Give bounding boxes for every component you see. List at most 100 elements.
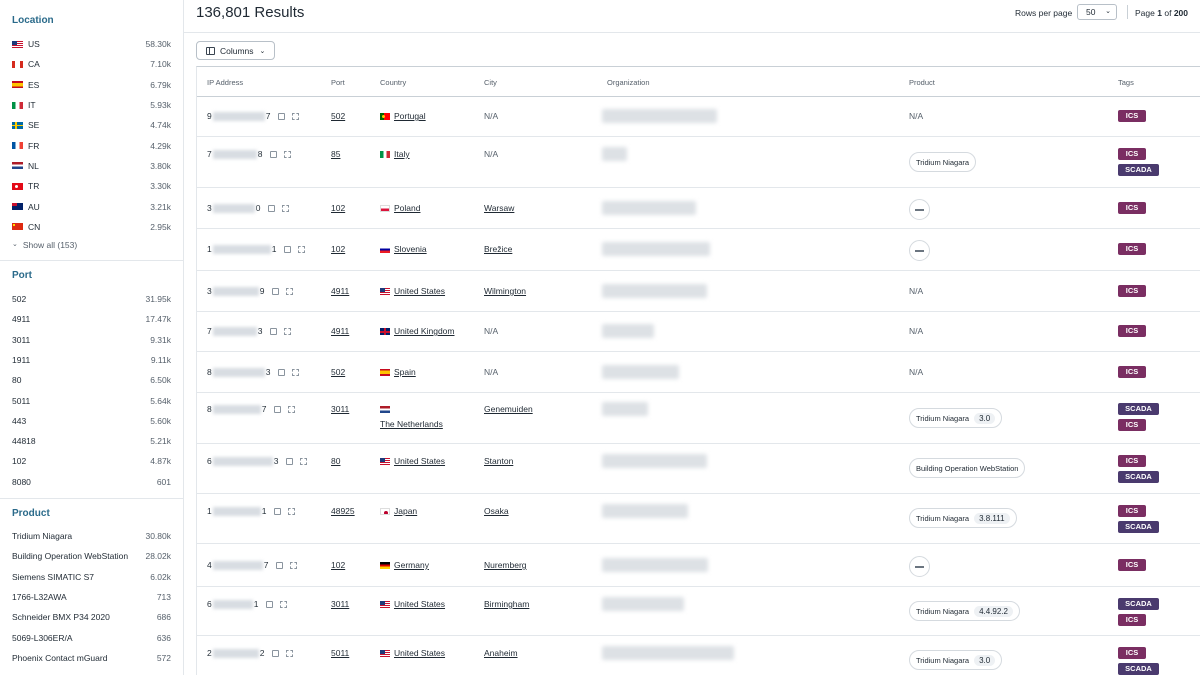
tag-badge-scada[interactable]: SCADA <box>1118 471 1159 483</box>
copy-icon[interactable] <box>284 245 292 253</box>
copy-icon[interactable] <box>276 561 284 569</box>
show-all-locations-button[interactable]: ⌄ Show all (153) <box>12 238 171 252</box>
copy-icon[interactable] <box>274 405 282 413</box>
country-link[interactable]: Italy <box>394 149 410 159</box>
expand-icon[interactable] <box>298 245 306 253</box>
facet-item[interactable]: CA 7.10k <box>12 54 171 74</box>
port-link[interactable]: 4911 <box>331 286 350 296</box>
country-link[interactable]: Slovenia <box>394 244 427 254</box>
facet-item[interactable]: CN 2.95k <box>12 217 171 237</box>
column-header-organization[interactable]: Organization <box>607 78 650 87</box>
port-link[interactable]: 502 <box>331 111 346 121</box>
port-link[interactable]: 3011 <box>331 599 350 609</box>
tag-badge-ics[interactable]: ICS <box>1118 325 1146 337</box>
country-link[interactable]: Germany <box>394 560 429 570</box>
country-link[interactable]: The Netherlands <box>380 419 443 429</box>
product-pill[interactable]: Tridium Niagara 4.4.92.2 <box>909 601 1020 621</box>
copy-icon[interactable] <box>266 600 274 608</box>
tag-badge-scada[interactable]: SCADA <box>1118 521 1159 533</box>
port-link[interactable]: 48925 <box>331 506 355 516</box>
tag-badge-ics[interactable]: ICS <box>1118 647 1146 659</box>
port-link[interactable]: 85 <box>331 149 341 159</box>
tag-badge-ics[interactable]: ICS <box>1118 110 1146 122</box>
expand-icon[interactable] <box>292 112 300 120</box>
city-link[interactable]: Warsaw <box>484 203 515 213</box>
copy-icon[interactable] <box>272 287 280 295</box>
facet-item[interactable]: Building Operation WebStation 28.02k <box>12 546 171 566</box>
facet-item[interactable]: 8080 601 <box>12 472 171 492</box>
columns-button[interactable]: Columns ⌄ <box>196 41 275 60</box>
expand-icon[interactable] <box>280 600 288 608</box>
city-link[interactable]: Birmingham <box>484 599 530 609</box>
tag-badge-ics[interactable]: ICS <box>1118 614 1146 626</box>
product-pill[interactable]: Building Operation WebStation <box>909 458 1026 478</box>
product-pill[interactable]: Tridium Niagara 3.8.111 <box>909 508 1017 528</box>
copy-icon[interactable] <box>272 649 280 657</box>
country-link[interactable]: United States <box>394 456 446 466</box>
expand-icon[interactable] <box>288 405 296 413</box>
expand-icon[interactable] <box>282 204 290 212</box>
expand-icon[interactable] <box>284 327 292 335</box>
tag-badge-scada[interactable]: SCADA <box>1118 663 1159 675</box>
facet-item[interactable]: 5011 5.64k <box>12 390 171 410</box>
facet-item[interactable]: 4911 17.47k <box>12 309 171 329</box>
tag-badge-ics[interactable]: ICS <box>1118 243 1146 255</box>
copy-icon[interactable] <box>270 150 278 158</box>
city-link[interactable]: Brežice <box>484 244 513 254</box>
expand-icon[interactable] <box>286 287 294 295</box>
facet-item[interactable]: 80 6.50k <box>12 370 171 390</box>
facet-item[interactable]: AU 3.21k <box>12 196 171 216</box>
facet-item[interactable]: 102 4.87k <box>12 451 171 471</box>
product-pill[interactable]: Tridium Niagara <box>909 152 977 172</box>
facet-item[interactable]: IT 5.93k <box>12 95 171 115</box>
facet-item[interactable]: 3011 9.31k <box>12 330 171 350</box>
facet-item[interactable]: 502 31.95k <box>12 289 171 309</box>
facet-item[interactable]: Schneider BMX P34 2020 686 <box>12 607 171 627</box>
country-link[interactable]: United Kingdom <box>394 326 455 336</box>
port-link[interactable]: 3011 <box>331 404 350 414</box>
port-link[interactable]: 502 <box>331 367 346 377</box>
column-header-city[interactable]: City <box>484 78 497 87</box>
country-link[interactable]: Portugal <box>394 111 426 121</box>
facet-item[interactable]: 1766-L32AWA 713 <box>12 587 171 607</box>
country-link[interactable]: United States <box>394 648 446 658</box>
expand-icon[interactable] <box>284 150 292 158</box>
copy-icon[interactable] <box>268 204 276 212</box>
facet-item[interactable]: SE 4.74k <box>12 115 171 135</box>
tag-badge-ics[interactable]: ICS <box>1118 202 1146 214</box>
tag-badge-ics[interactable]: ICS <box>1118 419 1146 431</box>
expand-icon[interactable] <box>290 561 298 569</box>
facet-item[interactable]: 5069-L306ER/A 636 <box>12 627 171 647</box>
city-link[interactable]: Osaka <box>484 506 509 516</box>
port-link[interactable]: 5011 <box>331 648 350 658</box>
tag-badge-ics[interactable]: ICS <box>1118 455 1146 467</box>
facet-item[interactable]: 1911 9.11k <box>12 350 171 370</box>
column-header-tags[interactable]: Tags <box>1118 78 1134 87</box>
country-link[interactable]: Japan <box>394 506 418 516</box>
copy-icon[interactable] <box>278 112 286 120</box>
facet-item[interactable]: ES 6.79k <box>12 75 171 95</box>
tag-badge-ics[interactable]: ICS <box>1118 366 1146 378</box>
tag-badge-ics[interactable]: ICS <box>1118 505 1146 517</box>
facet-item[interactable]: 443 5.60k <box>12 411 171 431</box>
rows-per-page-select[interactable]: 50 ⌄ <box>1077 4 1117 20</box>
city-link[interactable]: Nuremberg <box>484 560 527 570</box>
facet-item[interactable]: 44818 5.21k <box>12 431 171 451</box>
country-link[interactable]: Spain <box>394 367 416 377</box>
expand-icon[interactable] <box>292 368 300 376</box>
copy-icon[interactable] <box>270 327 278 335</box>
port-link[interactable]: 80 <box>331 456 341 466</box>
country-link[interactable]: United States <box>394 286 446 296</box>
facet-item[interactable]: Siemens SIMATIC S7 6.02k <box>12 567 171 587</box>
column-header-ip[interactable]: IP Address <box>207 78 244 87</box>
tag-badge-ics[interactable]: ICS <box>1118 148 1146 160</box>
facet-item[interactable]: Tridium Niagara 30.80k <box>12 526 171 546</box>
column-header-port[interactable]: Port <box>331 78 345 87</box>
tag-badge-scada[interactable]: SCADA <box>1118 164 1159 176</box>
port-link[interactable]: 102 <box>331 560 346 570</box>
facet-item[interactable]: US 58.30k <box>12 34 171 54</box>
tag-badge-ics[interactable]: ICS <box>1118 285 1146 297</box>
facet-item[interactable]: TR 3.30k <box>12 176 171 196</box>
copy-icon[interactable] <box>278 368 286 376</box>
port-link[interactable]: 102 <box>331 203 346 213</box>
